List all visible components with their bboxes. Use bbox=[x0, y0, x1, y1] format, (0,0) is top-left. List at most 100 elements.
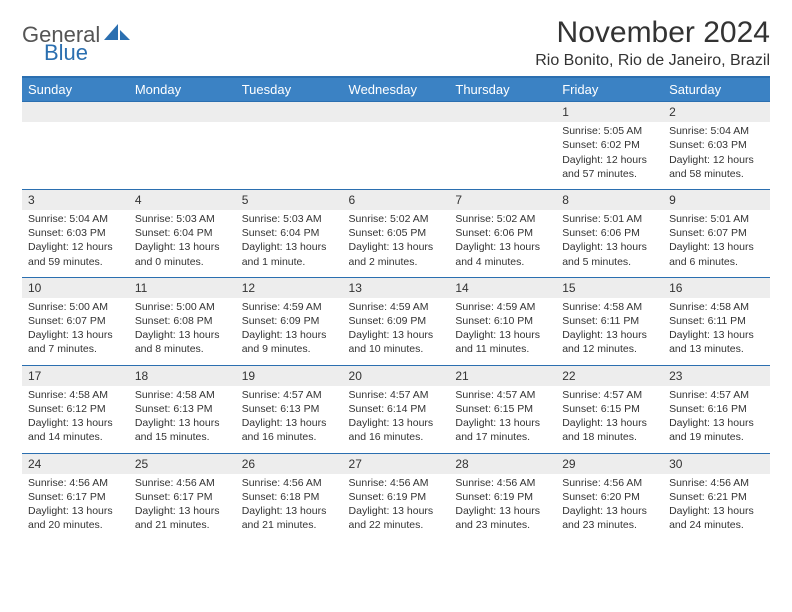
sunrise-text: Sunrise: 5:02 AM bbox=[349, 212, 444, 226]
sunrise-text: Sunrise: 4:59 AM bbox=[455, 300, 550, 314]
daylight-text: Daylight: 13 hours and 16 minutes. bbox=[349, 416, 444, 444]
day-number-cell bbox=[22, 102, 129, 123]
daylight-text: Daylight: 13 hours and 8 minutes. bbox=[135, 328, 230, 356]
day-number-cell: 24 bbox=[22, 453, 129, 474]
day-number-cell bbox=[236, 102, 343, 123]
day-number-cell: 6 bbox=[343, 189, 450, 210]
day-number-cell: 10 bbox=[22, 277, 129, 298]
detail-row: Sunrise: 4:58 AMSunset: 6:12 PMDaylight:… bbox=[22, 386, 770, 453]
sunrise-text: Sunrise: 4:57 AM bbox=[455, 388, 550, 402]
day-detail-cell: Sunrise: 4:57 AMSunset: 6:13 PMDaylight:… bbox=[236, 386, 343, 453]
sunrise-text: Sunrise: 4:57 AM bbox=[562, 388, 657, 402]
day-number-cell: 12 bbox=[236, 277, 343, 298]
sunrise-text: Sunrise: 5:00 AM bbox=[135, 300, 230, 314]
sunset-text: Sunset: 6:19 PM bbox=[455, 490, 550, 504]
sunset-text: Sunset: 6:02 PM bbox=[562, 138, 657, 152]
sunset-text: Sunset: 6:06 PM bbox=[455, 226, 550, 240]
day-number-cell: 2 bbox=[663, 102, 770, 123]
page-header: General Blue November 2024 Rio Bonito, R… bbox=[22, 16, 770, 70]
daylight-text: Daylight: 13 hours and 21 minutes. bbox=[135, 504, 230, 532]
sunset-text: Sunset: 6:16 PM bbox=[669, 402, 764, 416]
day-detail-cell: Sunrise: 4:58 AMSunset: 6:13 PMDaylight:… bbox=[129, 386, 236, 453]
day-detail-cell: Sunrise: 4:56 AMSunset: 6:18 PMDaylight:… bbox=[236, 474, 343, 541]
sunset-text: Sunset: 6:03 PM bbox=[669, 138, 764, 152]
day-detail-cell bbox=[449, 122, 556, 189]
day-detail-cell: Sunrise: 4:59 AMSunset: 6:09 PMDaylight:… bbox=[343, 298, 450, 365]
daylight-text: Daylight: 13 hours and 16 minutes. bbox=[242, 416, 337, 444]
sunset-text: Sunset: 6:04 PM bbox=[242, 226, 337, 240]
sunrise-text: Sunrise: 5:05 AM bbox=[562, 124, 657, 138]
sunrise-text: Sunrise: 4:56 AM bbox=[562, 476, 657, 490]
daylight-text: Daylight: 13 hours and 4 minutes. bbox=[455, 240, 550, 268]
detail-row: Sunrise: 5:05 AMSunset: 6:02 PMDaylight:… bbox=[22, 122, 770, 189]
sunset-text: Sunset: 6:15 PM bbox=[455, 402, 550, 416]
day-number-cell: 16 bbox=[663, 277, 770, 298]
sunset-text: Sunset: 6:06 PM bbox=[562, 226, 657, 240]
day-number-cell: 8 bbox=[556, 189, 663, 210]
sunrise-text: Sunrise: 4:57 AM bbox=[669, 388, 764, 402]
day-number-cell: 17 bbox=[22, 365, 129, 386]
day-number-cell: 5 bbox=[236, 189, 343, 210]
sunrise-text: Sunrise: 4:58 AM bbox=[669, 300, 764, 314]
daylight-text: Daylight: 12 hours and 57 minutes. bbox=[562, 153, 657, 181]
sunset-text: Sunset: 6:12 PM bbox=[28, 402, 123, 416]
sunset-text: Sunset: 6:11 PM bbox=[669, 314, 764, 328]
day-detail-cell: Sunrise: 5:00 AMSunset: 6:08 PMDaylight:… bbox=[129, 298, 236, 365]
sunrise-text: Sunrise: 4:57 AM bbox=[242, 388, 337, 402]
sunset-text: Sunset: 6:10 PM bbox=[455, 314, 550, 328]
sunrise-text: Sunrise: 4:56 AM bbox=[28, 476, 123, 490]
day-detail-cell: Sunrise: 4:56 AMSunset: 6:19 PMDaylight:… bbox=[343, 474, 450, 541]
sunrise-text: Sunrise: 5:04 AM bbox=[28, 212, 123, 226]
day-number-cell: 9 bbox=[663, 189, 770, 210]
sunrise-text: Sunrise: 5:00 AM bbox=[28, 300, 123, 314]
day-detail-cell: Sunrise: 4:58 AMSunset: 6:11 PMDaylight:… bbox=[663, 298, 770, 365]
daylight-text: Daylight: 13 hours and 23 minutes. bbox=[455, 504, 550, 532]
daylight-text: Daylight: 13 hours and 9 minutes. bbox=[242, 328, 337, 356]
sunset-text: Sunset: 6:09 PM bbox=[242, 314, 337, 328]
day-header: Wednesday bbox=[343, 77, 450, 102]
day-detail-cell: Sunrise: 4:57 AMSunset: 6:14 PMDaylight:… bbox=[343, 386, 450, 453]
logo-text-blue: Blue bbox=[44, 40, 88, 66]
daylight-text: Daylight: 13 hours and 7 minutes. bbox=[28, 328, 123, 356]
day-detail-cell: Sunrise: 5:02 AMSunset: 6:06 PMDaylight:… bbox=[449, 210, 556, 277]
day-number-cell: 29 bbox=[556, 453, 663, 474]
sunrise-text: Sunrise: 4:58 AM bbox=[28, 388, 123, 402]
day-detail-cell: Sunrise: 5:01 AMSunset: 6:07 PMDaylight:… bbox=[663, 210, 770, 277]
sunset-text: Sunset: 6:17 PM bbox=[28, 490, 123, 504]
daylight-text: Daylight: 12 hours and 58 minutes. bbox=[669, 153, 764, 181]
daylight-text: Daylight: 13 hours and 23 minutes. bbox=[562, 504, 657, 532]
sunset-text: Sunset: 6:17 PM bbox=[135, 490, 230, 504]
day-detail-cell: Sunrise: 5:01 AMSunset: 6:06 PMDaylight:… bbox=[556, 210, 663, 277]
day-header: Monday bbox=[129, 77, 236, 102]
daylight-text: Daylight: 13 hours and 14 minutes. bbox=[28, 416, 123, 444]
sunrise-text: Sunrise: 4:56 AM bbox=[455, 476, 550, 490]
sunrise-text: Sunrise: 4:56 AM bbox=[135, 476, 230, 490]
day-detail-cell: Sunrise: 4:57 AMSunset: 6:15 PMDaylight:… bbox=[556, 386, 663, 453]
day-number-cell: 21 bbox=[449, 365, 556, 386]
sunrise-text: Sunrise: 5:01 AM bbox=[669, 212, 764, 226]
day-number-cell: 13 bbox=[343, 277, 450, 298]
daylight-text: Daylight: 13 hours and 17 minutes. bbox=[455, 416, 550, 444]
day-header-row: Sunday Monday Tuesday Wednesday Thursday… bbox=[22, 77, 770, 102]
daylight-text: Daylight: 13 hours and 19 minutes. bbox=[669, 416, 764, 444]
day-number-cell: 1 bbox=[556, 102, 663, 123]
day-detail-cell bbox=[129, 122, 236, 189]
daylight-text: Daylight: 13 hours and 1 minute. bbox=[242, 240, 337, 268]
location-text: Rio Bonito, Rio de Janeiro, Brazil bbox=[535, 52, 770, 70]
detail-row: Sunrise: 4:56 AMSunset: 6:17 PMDaylight:… bbox=[22, 474, 770, 541]
sunset-text: Sunset: 6:20 PM bbox=[562, 490, 657, 504]
day-detail-cell bbox=[343, 122, 450, 189]
day-detail-cell: Sunrise: 4:56 AMSunset: 6:19 PMDaylight:… bbox=[449, 474, 556, 541]
daynum-row: 24252627282930 bbox=[22, 453, 770, 474]
detail-row: Sunrise: 5:00 AMSunset: 6:07 PMDaylight:… bbox=[22, 298, 770, 365]
day-number-cell: 11 bbox=[129, 277, 236, 298]
day-header: Tuesday bbox=[236, 77, 343, 102]
sunrise-text: Sunrise: 4:58 AM bbox=[135, 388, 230, 402]
logo-sail-icon bbox=[104, 24, 130, 47]
detail-row: Sunrise: 5:04 AMSunset: 6:03 PMDaylight:… bbox=[22, 210, 770, 277]
day-number-cell: 28 bbox=[449, 453, 556, 474]
sunset-text: Sunset: 6:07 PM bbox=[28, 314, 123, 328]
daynum-row: 12 bbox=[22, 102, 770, 123]
daylight-text: Daylight: 13 hours and 12 minutes. bbox=[562, 328, 657, 356]
day-number-cell: 18 bbox=[129, 365, 236, 386]
